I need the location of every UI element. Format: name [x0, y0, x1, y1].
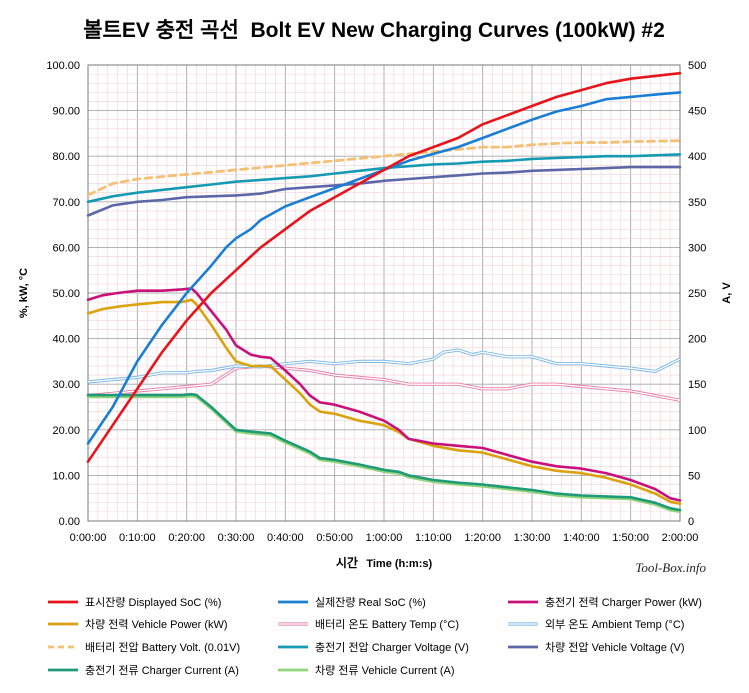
series-1: [86, 91, 682, 445]
series-line: [86, 287, 682, 502]
x-tick-label: 2:00:00: [662, 532, 699, 544]
series-line: [86, 165, 682, 217]
y-right-tick-label: 0: [688, 516, 694, 528]
series-line: [86, 71, 682, 464]
series-line: [86, 91, 682, 445]
y-right-tick-label: 100: [688, 425, 706, 437]
series-2: [86, 287, 682, 502]
legend-label: 실제잔량 Real SoC (%): [315, 596, 426, 609]
legend-label: 충전기 전력 Charger Power (kW): [545, 596, 702, 609]
legend-entry: 배터리 전압 Battery Volt. (0.01V): [48, 641, 240, 654]
plot-frame: [87, 64, 681, 522]
y-axis-left-label: %, kW, °C: [18, 268, 30, 318]
series-line-inner: [87, 349, 681, 383]
y-left-tick-label: 80.00: [52, 151, 80, 163]
x-tick-label: 1:10:00: [415, 532, 452, 544]
y-right-tick-label: 200: [688, 334, 706, 346]
y-left-tick-label: 30.00: [52, 379, 80, 391]
x-tick-label: 0:50:00: [316, 532, 353, 544]
y-left-tick-label: 40.00: [52, 334, 80, 346]
chart-title: 볼트EV 충전 곡선 Bolt EV New Charging Curves (…: [83, 19, 665, 42]
y-left-tick-label: 20.00: [52, 425, 80, 437]
legend-label: 배터리 전압 Battery Volt. (0.01V): [85, 641, 240, 654]
series-5: [87, 348, 681, 384]
legend-entry: 외부 온도 Ambient Temp (°C): [508, 618, 684, 631]
grid-lines: [87, 64, 681, 522]
legend-label: 표시잔량 Displayed SoC (%): [85, 596, 221, 609]
x-tick-label: 0:30:00: [218, 532, 255, 544]
y-left-tick-label: 50.00: [52, 288, 80, 300]
legend-entry: 차량 전력 Vehicle Power (kW): [48, 618, 228, 631]
series-6: [86, 139, 682, 197]
legend: 표시잔량 Displayed SoC (%) 실제잔량 Real SoC (%) 충…: [48, 596, 702, 677]
y-right-tick-label: 450: [688, 106, 706, 118]
series-0: [86, 71, 682, 464]
y-right-tick-label: 350: [688, 197, 706, 209]
series-line: [86, 153, 682, 204]
legend-label: 충전기 전류 Charger Current (A): [85, 664, 239, 677]
series-line: [86, 139, 682, 197]
series-10: [86, 394, 682, 514]
axis-tick-labels: 0.00 10.00 20.00 30.00 40.00 50.00 60.00 70.00 8…: [46, 60, 706, 544]
x-tick-label: 1:40:00: [563, 532, 600, 544]
x-tick-label: 0:20:00: [168, 532, 205, 544]
y-left-tick-label: 100.00: [46, 60, 80, 72]
x-tick-label: 0:00:00: [70, 532, 107, 544]
y-right-tick-label: 400: [688, 151, 706, 163]
legend-entry: 표시잔량 Displayed SoC (%): [48, 596, 221, 609]
watermark: Tool-Box.info: [635, 560, 706, 575]
x-axis-label-en: Time (h:m:s): [366, 558, 432, 570]
y-right-tick-label: 250: [688, 288, 706, 300]
series-7: [86, 153, 682, 204]
y-right-tick-label: 150: [688, 379, 706, 391]
legend-label: 충전기 전압 Charger Voltage (V): [315, 641, 469, 654]
legend-label: 차량 전력 Vehicle Power (kW): [85, 618, 228, 631]
legend-label: 배터리 온도 Battery Temp (°C): [315, 618, 459, 631]
x-tick-label: 0:40:00: [267, 532, 304, 544]
series-9: [86, 392, 682, 512]
series-line-inner: [87, 365, 681, 401]
x-tick-label: 0:10:00: [119, 532, 156, 544]
y-right-tick-label: 500: [688, 60, 706, 72]
x-axis-label-ko: 시간: [336, 555, 358, 570]
series-line: [86, 298, 682, 506]
x-tick-label: 1:30:00: [514, 532, 551, 544]
y-right-tick-label: 300: [688, 242, 706, 254]
y-left-tick-label: 90.00: [52, 106, 80, 118]
legend-entry: 차량 전압 Vehicle Voltage (V): [508, 641, 685, 654]
series-4: [87, 364, 681, 402]
x-axis-label: 시간 Time (h:m:s): [336, 554, 433, 571]
x-tick-label: 1:00:00: [366, 532, 403, 544]
series-8: [86, 165, 682, 217]
y-left-tick-label: 70.00: [52, 197, 80, 209]
series-line: [86, 394, 682, 514]
x-tick-label: 1:50:00: [612, 532, 649, 544]
series-line: [86, 392, 682, 512]
y-axis-right-label: A, V: [721, 282, 733, 304]
y-left-tick-label: 10.00: [52, 470, 80, 482]
series-3: [86, 298, 682, 506]
data-series: [86, 71, 682, 514]
legend-entry: 충전기 전압 Charger Voltage (V): [278, 641, 469, 654]
legend-entry: 충전기 전류 Charger Current (A): [48, 664, 239, 677]
y-right-tick-label: 50: [688, 470, 700, 482]
legend-label: 차량 전압 Vehicle Voltage (V): [545, 641, 685, 654]
legend-entry: 충전기 전력 Charger Power (kW): [508, 596, 702, 609]
y-left-tick-label: 60.00: [52, 242, 80, 254]
y-left-tick-label: 0.00: [59, 516, 80, 528]
legend-label: 차량 전류 Vehicle Current (A): [315, 664, 455, 677]
legend-entry: 배터리 온도 Battery Temp (°C): [278, 618, 459, 631]
x-tick-label: 1:20:00: [464, 532, 501, 544]
legend-entry: 차량 전류 Vehicle Current (A): [278, 664, 455, 677]
legend-entry: 실제잔량 Real SoC (%): [278, 596, 426, 609]
legend-label: 외부 온도 Ambient Temp (°C): [545, 618, 684, 631]
